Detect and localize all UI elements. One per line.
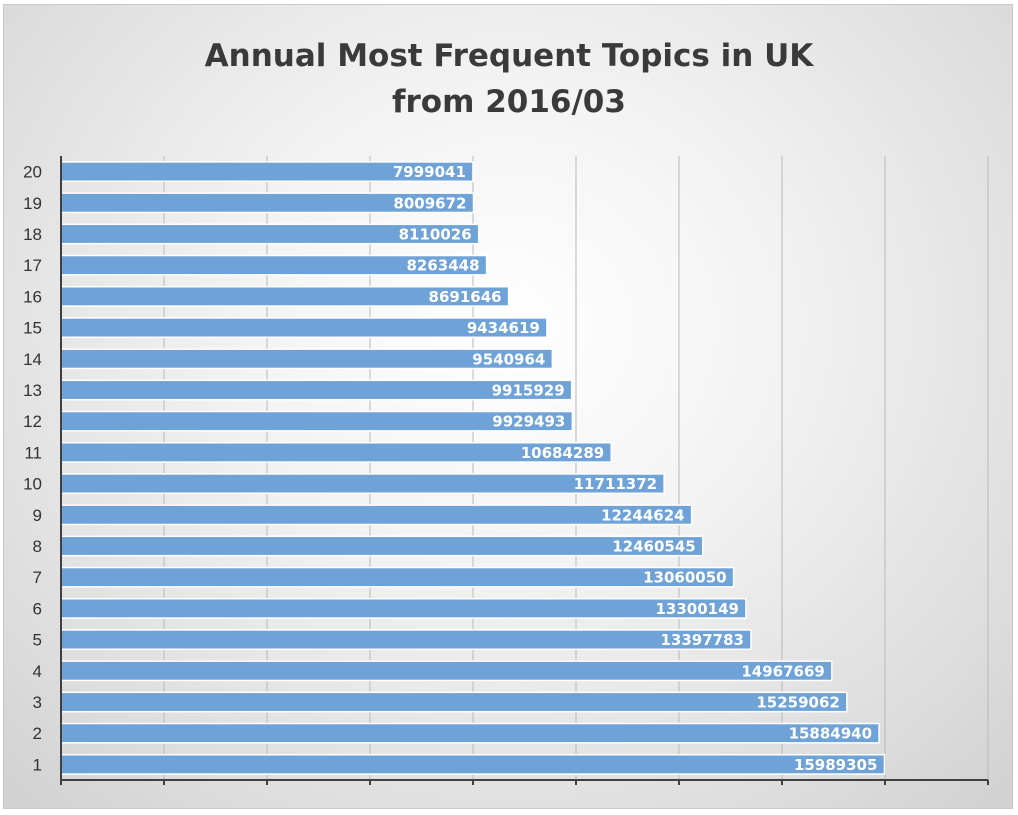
- y-tick-label: 9: [33, 506, 42, 525]
- data-label: 13060050: [643, 569, 727, 587]
- data-label: 13300149: [655, 600, 739, 618]
- bar: [60, 691, 848, 713]
- chart-title-line-1: Annual Most Frequent Topics in UK: [204, 38, 814, 74]
- y-tick-label: 1: [33, 755, 42, 774]
- y-tick-label: 19: [23, 194, 42, 213]
- labels: 15989305 1 15884940 2 15259062 3 14967669 4 1339…: [23, 163, 877, 775]
- data-label: 8691646: [429, 288, 502, 306]
- y-tick-label: 20: [23, 163, 42, 182]
- data-label: 7999041: [393, 163, 466, 181]
- y-tick-label: 5: [33, 631, 42, 650]
- y-tick-label: 7: [33, 568, 42, 587]
- data-label: 9929493: [492, 413, 565, 431]
- data-label: 15259062: [756, 694, 840, 712]
- data-label: 9540964: [472, 350, 545, 368]
- chart-title-line-2: from 2016/03: [392, 84, 626, 120]
- y-tick-label: 17: [23, 256, 42, 275]
- data-label: 8263448: [407, 257, 480, 275]
- y-tick-label: 11: [24, 443, 42, 462]
- bar: [60, 753, 886, 775]
- y-tick-label: 16: [23, 287, 42, 306]
- y-tick-label: 6: [33, 599, 42, 618]
- y-tick-label: 4: [33, 662, 42, 681]
- data-label: 12244624: [601, 506, 685, 524]
- y-tick-label: 12: [23, 412, 42, 431]
- bar: [60, 566, 735, 588]
- data-label: 11711372: [574, 475, 658, 493]
- data-label: 8110026: [399, 226, 472, 244]
- bar: [60, 629, 752, 651]
- data-label: 13397783: [660, 631, 744, 649]
- bar: [60, 504, 693, 526]
- bar: [60, 597, 747, 619]
- y-tick-label: 18: [23, 225, 42, 244]
- data-label: 8009672: [393, 194, 466, 212]
- y-tick-label: 10: [23, 475, 42, 494]
- data-label: 15989305: [794, 756, 878, 774]
- gridlines: [163, 156, 989, 780]
- bar-chart: 15989305 1 15884940 2 15259062 3 14967669 4 1339…: [23, 156, 989, 785]
- y-tick-label: 3: [33, 693, 42, 712]
- bar: [60, 660, 833, 682]
- y-tick-label: 8: [33, 537, 42, 556]
- axes: [60, 156, 989, 785]
- bar: [60, 722, 880, 744]
- chart-area: Annual Most Frequent Topics in UK from 2…: [3, 4, 1013, 809]
- data-label: 14967669: [741, 662, 825, 680]
- y-tick-label: 13: [23, 381, 42, 400]
- bar: [60, 535, 704, 557]
- data-label: 15884940: [789, 725, 873, 743]
- y-tick-label: 15: [23, 319, 42, 338]
- data-label: 10684289: [521, 444, 605, 462]
- data-label: 9434619: [467, 319, 540, 337]
- chart-title: Annual Most Frequent Topics in UK from 2…: [4, 33, 1012, 125]
- y-tick-label: 2: [33, 724, 42, 743]
- data-label: 12460545: [612, 538, 696, 556]
- data-label: 9915929: [492, 382, 565, 400]
- y-tick-label: 14: [23, 350, 42, 369]
